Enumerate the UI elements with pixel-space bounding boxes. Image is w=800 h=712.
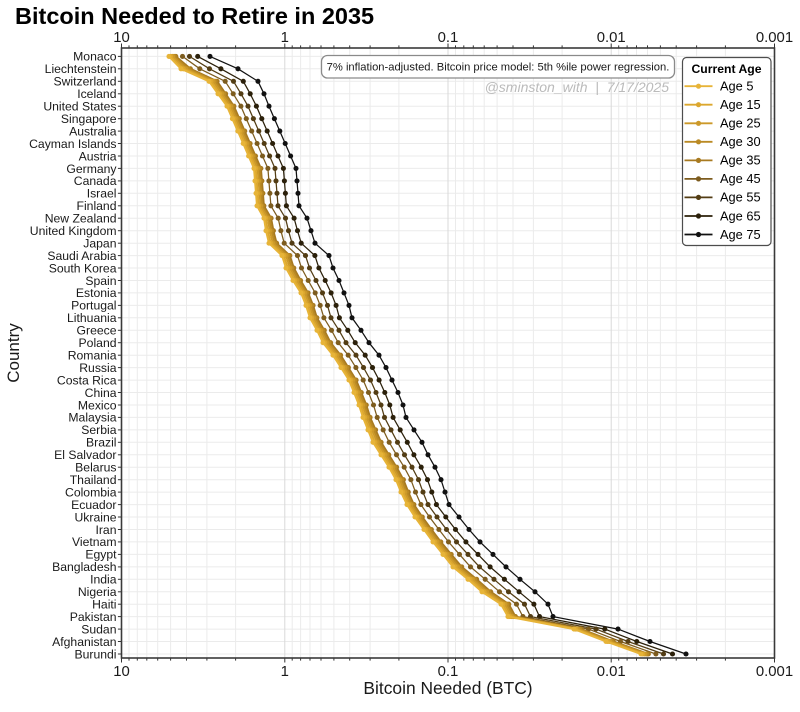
svg-text:Canada: Canada xyxy=(74,174,117,188)
svg-text:Nigeria: Nigeria xyxy=(78,585,117,599)
svg-text:Age 25: Age 25 xyxy=(720,116,761,131)
svg-text:Monaco: Monaco xyxy=(73,50,117,64)
svg-text:Lithuania: Lithuania xyxy=(67,311,117,325)
svg-text:Singapore: Singapore xyxy=(61,112,117,126)
svg-text:Country: Country xyxy=(4,323,23,383)
svg-text:1: 1 xyxy=(281,30,289,46)
svg-text:0.001: 0.001 xyxy=(756,30,793,46)
svg-text:Russia: Russia xyxy=(79,361,116,375)
svg-text:Finland: Finland xyxy=(77,199,117,213)
svg-text:Liechtenstein: Liechtenstein xyxy=(45,62,117,76)
svg-text:@sminston_with | 7/17/2025: @sminston_with | 7/17/2025 xyxy=(485,79,670,95)
svg-text:Malaysia: Malaysia xyxy=(68,411,116,425)
svg-text:Age 55: Age 55 xyxy=(720,190,761,205)
svg-text:United Kingdom: United Kingdom xyxy=(30,224,117,238)
svg-text:Bangladesh: Bangladesh xyxy=(52,560,116,574)
svg-text:0.1: 0.1 xyxy=(438,664,459,680)
svg-text:1: 1 xyxy=(281,664,289,680)
svg-text:Age 5: Age 5 xyxy=(720,79,753,94)
svg-text:Serbia: Serbia xyxy=(81,423,116,437)
svg-text:Thailand: Thailand xyxy=(70,473,117,487)
svg-text:Afghanistan: Afghanistan xyxy=(52,635,116,649)
svg-text:Costa Rica: Costa Rica xyxy=(57,373,117,387)
svg-text:10: 10 xyxy=(113,664,130,680)
svg-text:United States: United States xyxy=(43,100,116,114)
svg-text:Current Age: Current Age xyxy=(692,62,762,76)
svg-text:Mexico: Mexico xyxy=(78,398,117,412)
svg-text:Colombia: Colombia xyxy=(65,485,117,499)
svg-text:Switzerland: Switzerland xyxy=(54,75,117,89)
svg-text:Austria: Austria xyxy=(79,149,117,163)
svg-text:Sudan: Sudan xyxy=(81,622,116,636)
svg-text:Estonia: Estonia xyxy=(76,286,117,300)
svg-text:0.1: 0.1 xyxy=(438,30,459,46)
svg-text:Iran: Iran xyxy=(95,523,116,537)
svg-text:Age 65: Age 65 xyxy=(720,208,761,223)
svg-text:Age 45: Age 45 xyxy=(720,171,761,186)
svg-text:0.01: 0.01 xyxy=(597,30,626,46)
svg-text:Haiti: Haiti xyxy=(92,598,116,612)
svg-text:Spain: Spain xyxy=(85,274,116,288)
svg-text:Greece: Greece xyxy=(77,324,117,338)
svg-text:El Salvador: El Salvador xyxy=(54,448,116,462)
svg-text:0.01: 0.01 xyxy=(597,664,626,680)
svg-text:Israel: Israel xyxy=(87,187,117,201)
svg-text:Age 35: Age 35 xyxy=(720,153,761,168)
svg-text:Age 75: Age 75 xyxy=(720,227,761,242)
svg-text:New Zealand: New Zealand xyxy=(45,212,117,226)
svg-text:Saudi Arabia: Saudi Arabia xyxy=(47,249,116,263)
svg-text:India: India xyxy=(90,573,117,587)
svg-text:Cayman Islands: Cayman Islands xyxy=(29,137,116,151)
svg-text:Age 30: Age 30 xyxy=(720,134,761,149)
svg-text:Brazil: Brazil xyxy=(86,436,116,450)
svg-text:Australia: Australia xyxy=(69,124,117,138)
svg-text:0.001: 0.001 xyxy=(756,664,793,680)
svg-text:Germany: Germany xyxy=(66,162,117,176)
svg-text:Egypt: Egypt xyxy=(85,548,117,562)
svg-text:Portugal: Portugal xyxy=(71,299,116,313)
svg-text:Vietnam: Vietnam xyxy=(72,535,117,549)
svg-text:Romania: Romania xyxy=(68,349,117,363)
svg-text:Bitcoin Needed to Retire in 20: Bitcoin Needed to Retire in 2035 xyxy=(15,3,374,29)
svg-text:Pakistan: Pakistan xyxy=(70,610,117,624)
svg-text:7% inflation-adjusted. Bitcoin: 7% inflation-adjusted. Bitcoin price mod… xyxy=(327,62,670,74)
svg-text:China: China xyxy=(85,386,117,400)
svg-text:Belarus: Belarus xyxy=(75,461,116,475)
svg-text:Poland: Poland xyxy=(79,336,117,350)
svg-text:Burundi: Burundi xyxy=(74,647,116,661)
svg-text:Ukraine: Ukraine xyxy=(75,510,117,524)
svg-text:South Korea: South Korea xyxy=(49,261,117,275)
svg-text:Ecuador: Ecuador xyxy=(71,498,116,512)
svg-text:10: 10 xyxy=(113,30,130,46)
svg-text:Age 15: Age 15 xyxy=(720,97,761,112)
svg-text:Bitcoin Needed (BTC): Bitcoin Needed (BTC) xyxy=(363,678,532,698)
svg-text:Japan: Japan xyxy=(83,237,116,251)
svg-text:Iceland: Iceland xyxy=(77,87,116,101)
